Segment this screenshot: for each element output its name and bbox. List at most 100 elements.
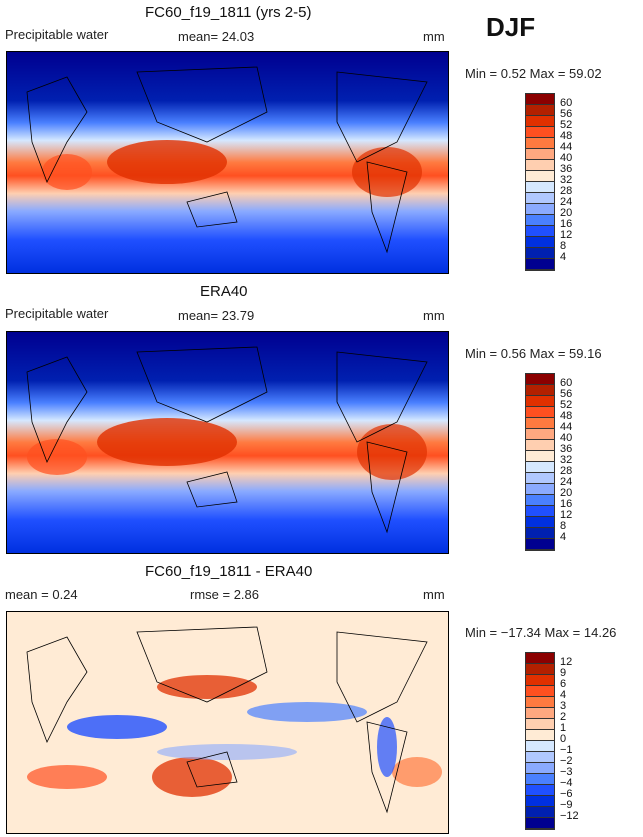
colorbar-tick-label: 24 [560,196,573,208]
colorbar-tick-label: 6 [560,678,567,690]
colorbar-tick-label: 36 [560,163,573,175]
coastlines [26,66,428,254]
colorbar-swatch [526,517,554,528]
panel-3-map [6,611,449,834]
colorbar-swatch [526,495,554,506]
panel-3-mean: mean = 0.24 [5,587,78,602]
colorbar-swatch [526,664,554,675]
panel-1-colorbar [525,93,555,271]
colorbar-swatch [526,506,554,517]
colorbar-tick-label: 2 [560,711,567,723]
panel-2-mean: mean= 23.79 [178,308,255,323]
colorbar-swatch [526,719,554,730]
colorbar-tick-label: −2 [560,755,573,767]
colorbar-tick-label: 3 [560,700,567,712]
panel-3-title: FC60_f19_1811 - ERA40 [145,563,313,580]
colorbar-swatch [526,708,554,719]
colorbar-tick-label: 12 [560,229,573,241]
panel-3-rmse: rmse = 2.86 [190,587,260,602]
colorbar-swatch [526,484,554,495]
colorbar-tick-label: 4 [560,531,567,543]
colorbar-tick-label: 60 [560,377,573,389]
colorbar-tick-label: −9 [560,799,573,811]
colorbar-swatch [526,138,554,149]
colorbar-tick-label: 32 [560,174,573,186]
colorbar-swatch [526,259,554,270]
colorbar-tick-label: 36 [560,443,573,455]
coastlines [26,346,428,534]
colorbar-swatch [526,462,554,473]
colorbar-swatch [526,248,554,259]
colorbar-swatch [526,226,554,237]
colorbar-swatch [526,374,554,385]
colorbar-swatch [526,539,554,550]
colorbar-swatch [526,686,554,697]
colorbar-swatch [526,528,554,539]
colorbar-tick-label: 8 [560,240,567,252]
colorbar-swatch [526,818,554,829]
colorbar-swatch [526,763,554,774]
colorbar-swatch [526,171,554,182]
colorbar-tick-label: 48 [560,410,573,422]
colorbar-swatch [526,697,554,708]
panel-2-title: ERA40 [200,283,248,300]
colorbar-swatch [526,752,554,763]
colorbar-tick-label: 56 [560,108,573,120]
colorbar-swatch [526,204,554,215]
panel-1-minmax: Min = 0.52 Max = 59.02 [465,66,602,81]
colorbar-tick-label: −12 [560,810,579,822]
colorbar-swatch [526,407,554,418]
colorbar-tick-label: 56 [560,388,573,400]
colorbar-tick-label: 24 [560,476,573,488]
colorbar-tick-label: 12 [560,509,573,521]
colorbar-tick-label: 32 [560,454,573,466]
colorbar-tick-label: 8 [560,520,567,532]
colorbar-swatch [526,385,554,396]
colorbar-swatch [526,396,554,407]
colorbar-swatch [526,149,554,160]
colorbar-swatch [526,193,554,204]
colorbar-tick-label: 40 [560,432,573,444]
colorbar-tick-label: −1 [560,744,573,756]
colorbar-tick-label: −4 [560,777,573,789]
colorbar-tick-label: 44 [560,421,573,433]
colorbar-swatch [526,105,554,116]
colorbar-tick-label: 16 [560,218,573,230]
panel-1-map [6,51,449,274]
colorbar-tick-label: 1 [560,722,567,734]
panel-2-map [6,331,449,554]
panel-1-units: mm [423,29,445,44]
panel-2-colorbar [525,373,555,551]
panel-2-units: mm [423,308,445,323]
colorbar-tick-label: 44 [560,141,573,153]
colorbar-tick-label: 0 [560,733,567,745]
colorbar-swatch [526,418,554,429]
colorbar-swatch [526,94,554,105]
colorbar-tick-label: 28 [560,185,573,197]
colorbar-swatch [526,451,554,462]
colorbar-tick-label: 52 [560,399,573,411]
colorbar-swatch [526,440,554,451]
colorbar-tick-label: 40 [560,152,573,164]
panel-3-minmax: Min = −17.34 Max = 14.26 [465,625,617,640]
colorbar-swatch [526,807,554,818]
colorbar-tick-label: 12 [560,656,573,668]
panel-1-mean: mean= 24.03 [178,29,255,44]
coastlines [26,626,428,814]
colorbar-swatch [526,127,554,138]
panel-1-variable: Precipitable water [5,27,109,42]
colorbar-tick-label: −6 [560,788,573,800]
colorbar-tick-label: 9 [560,667,567,679]
colorbar-tick-label: 16 [560,498,573,510]
colorbar-swatch [526,675,554,686]
colorbar-tick-label: 60 [560,97,573,109]
panel-2-variable: Precipitable water [5,306,109,321]
colorbar-tick-label: −3 [560,766,573,778]
colorbar-swatch [526,473,554,484]
colorbar-tick-label: 20 [560,487,573,499]
colorbar-swatch [526,785,554,796]
colorbar-swatch [526,730,554,741]
colorbar-tick-label: 28 [560,465,573,477]
colorbar-swatch [526,116,554,127]
colorbar-swatch [526,237,554,248]
